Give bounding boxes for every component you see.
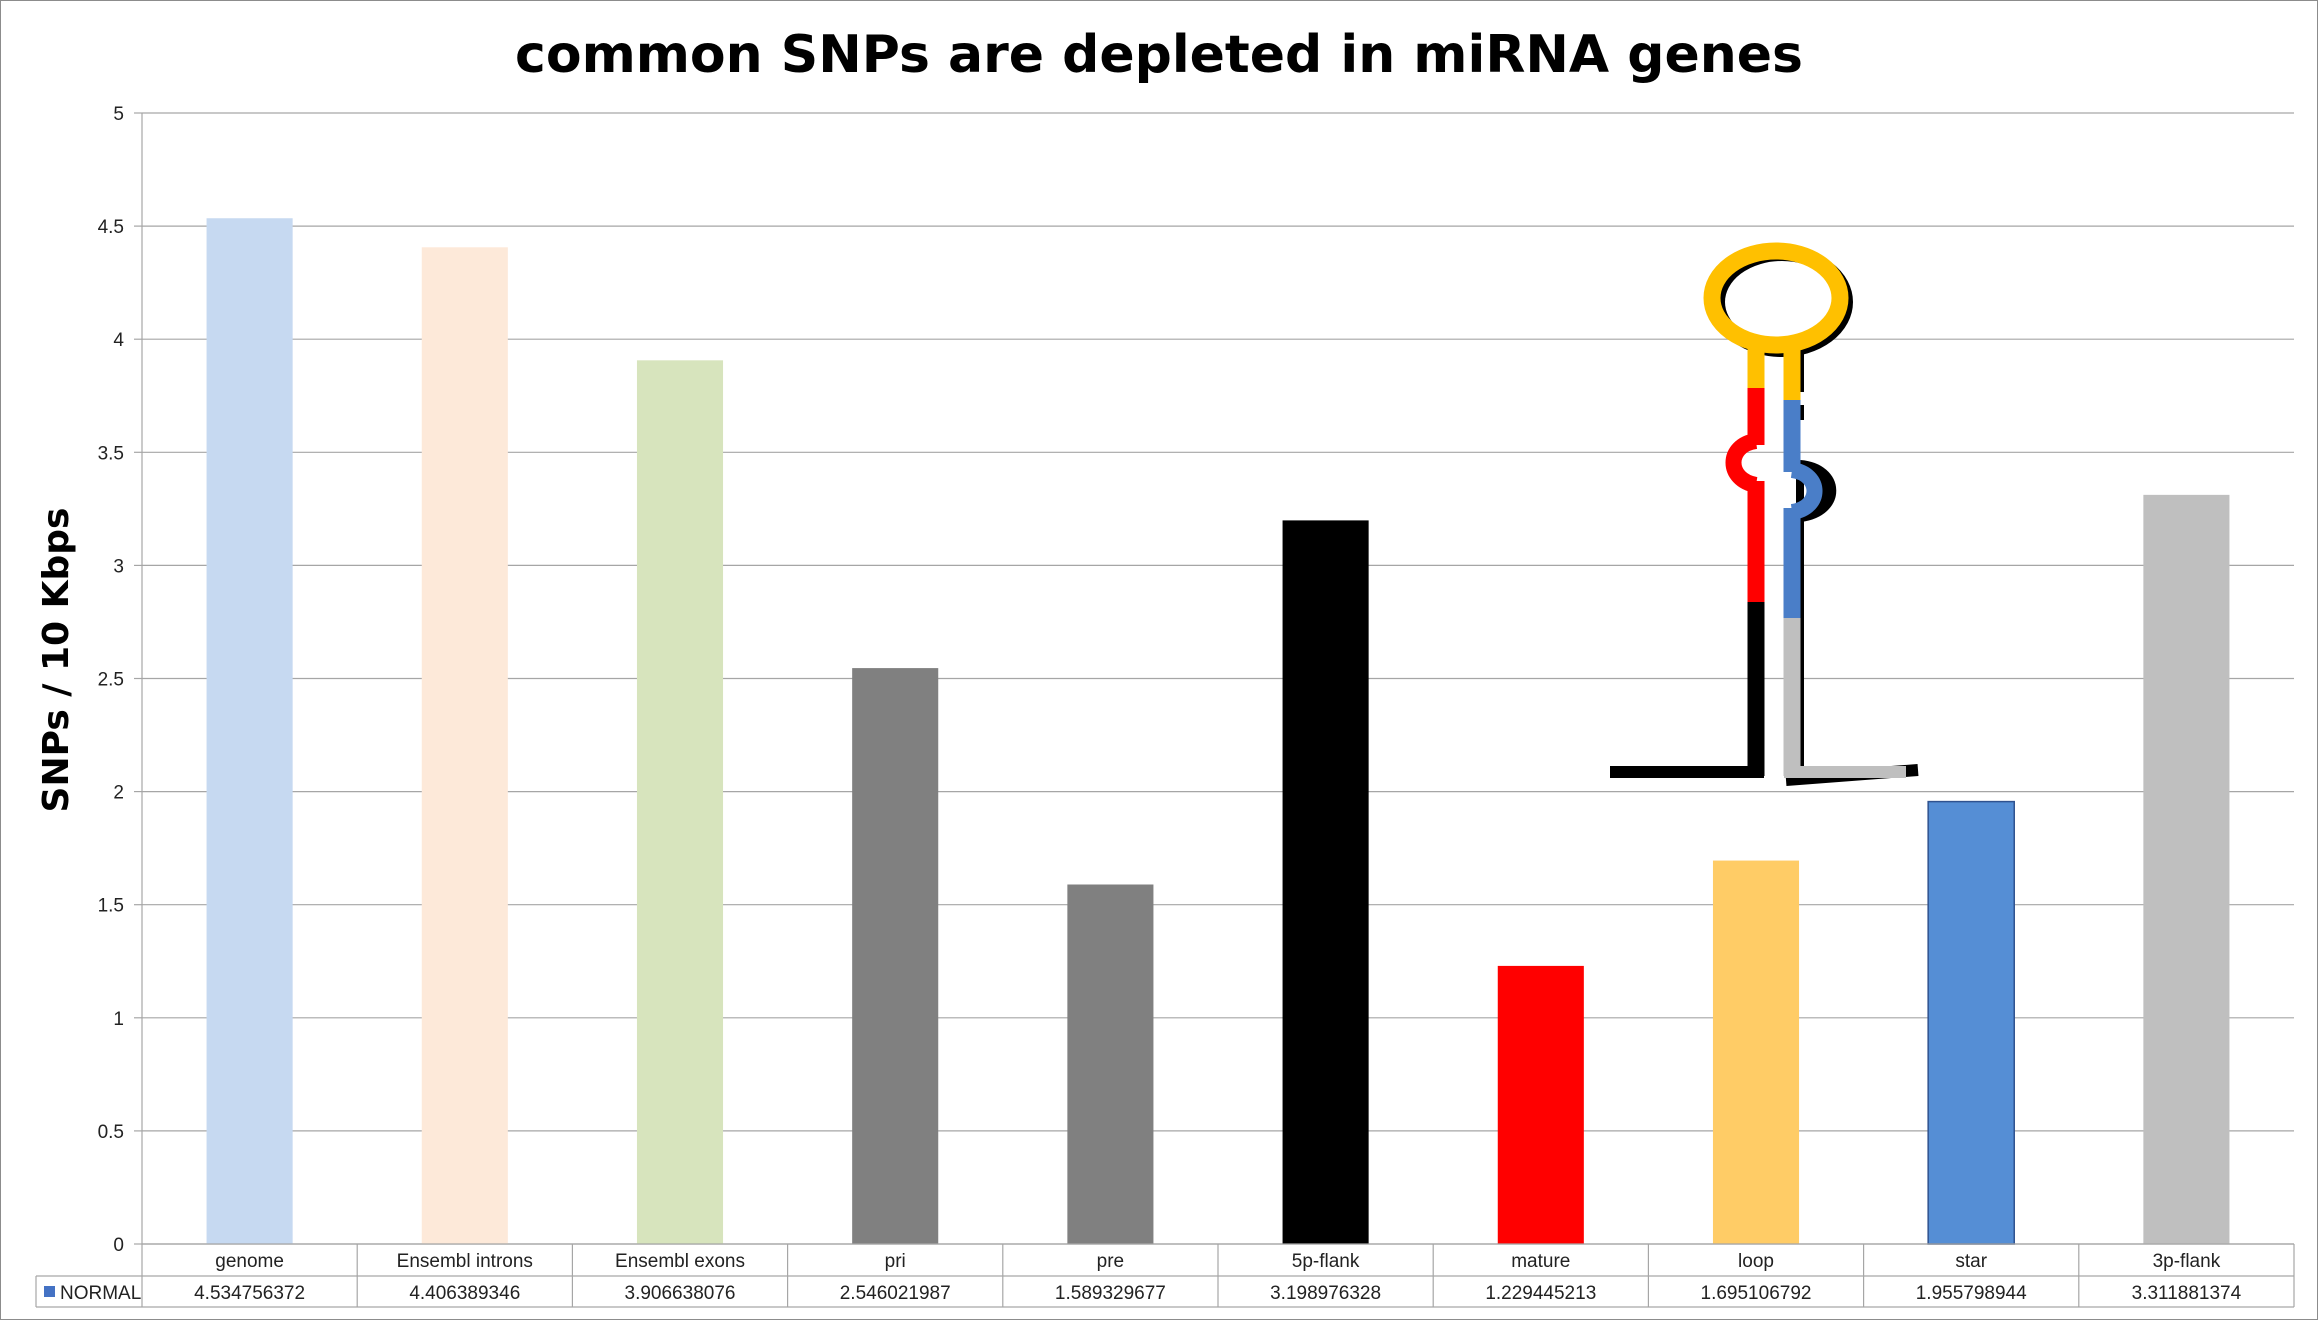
hairpin-mature-arm xyxy=(1725,388,1765,604)
value-label: 1.589329677 xyxy=(1055,1283,1166,1304)
value-label: 1.695106792 xyxy=(1701,1283,1812,1304)
value-label: 1.229445213 xyxy=(1485,1283,1596,1304)
y-tick-label: 3.5 xyxy=(98,443,124,464)
value-label: 1.955798944 xyxy=(1916,1283,2027,1304)
legend-series-name: NORMAL xyxy=(60,1283,141,1304)
y-tick-label: 4.5 xyxy=(98,217,124,238)
value-label: 3.311881374 xyxy=(2132,1283,2242,1304)
bar-genome xyxy=(206,218,293,1244)
bar-3p-flank xyxy=(2143,494,2230,1245)
bars xyxy=(206,218,2230,1245)
bar-pri xyxy=(852,668,939,1244)
category-label: genome xyxy=(215,1251,284,1272)
y-tick-label: 4 xyxy=(113,330,124,351)
legend-swatch xyxy=(44,1286,55,1297)
y-tick-label: 2 xyxy=(113,783,124,804)
chart-title: common SNPs are depleted in miRNA genes xyxy=(515,25,1803,85)
y-tick-label: 2.5 xyxy=(98,670,124,691)
category-label: star xyxy=(1955,1251,1987,1272)
y-tick-label: 1.5 xyxy=(98,896,124,917)
y-tick-label: 5 xyxy=(113,104,124,125)
bar-loop xyxy=(1712,860,1800,1244)
value-label: 2.546021987 xyxy=(840,1283,951,1304)
data-table: genome 4.534756372 Ensembl introns 4.406389… xyxy=(35,1243,2295,1308)
value-label: 3.198976328 xyxy=(1270,1283,1381,1304)
category-label: pri xyxy=(885,1251,906,1272)
bar-ensembl-exons xyxy=(636,360,724,1244)
bar-pre xyxy=(1067,884,1154,1244)
hairpin-loop xyxy=(1703,242,1849,402)
bar-mature xyxy=(1497,965,1584,1244)
hairpin-star-arm xyxy=(1783,400,1823,620)
category-label: mature xyxy=(1511,1251,1570,1272)
hairpin-3p-flank xyxy=(1783,618,1906,778)
bar-5p-flank xyxy=(1282,520,1369,1244)
category-label: loop xyxy=(1738,1251,1774,1272)
category-label: 5p-flank xyxy=(1292,1251,1360,1272)
y-axis-ticks: 0 0.5 1 1.5 2 2.5 3 3.5 4 4.5 5 xyxy=(98,104,125,1256)
hairpin-5p-flank xyxy=(1610,602,1765,778)
value-label: 3.906638076 xyxy=(625,1283,736,1304)
bar-star xyxy=(1927,800,2015,1245)
mirna-hairpin-diagram xyxy=(1610,242,1919,786)
bar-ensembl-introns xyxy=(421,247,508,1245)
category-label: Ensembl exons xyxy=(615,1251,745,1272)
y-tick-label: 0.5 xyxy=(98,1122,124,1143)
category-label: Ensembl introns xyxy=(397,1251,533,1272)
y-tick-label: 3 xyxy=(113,556,124,577)
category-label: 3p-flank xyxy=(2153,1251,2221,1272)
y-tick-label: 0 xyxy=(113,1235,124,1256)
y-tick-label: 1 xyxy=(113,1009,124,1030)
value-label: 4.534756372 xyxy=(194,1283,305,1304)
category-label: pre xyxy=(1097,1251,1124,1272)
y-axis-label: SNPs / 10 Kbps xyxy=(36,508,77,813)
value-label: 4.406389346 xyxy=(409,1283,520,1304)
